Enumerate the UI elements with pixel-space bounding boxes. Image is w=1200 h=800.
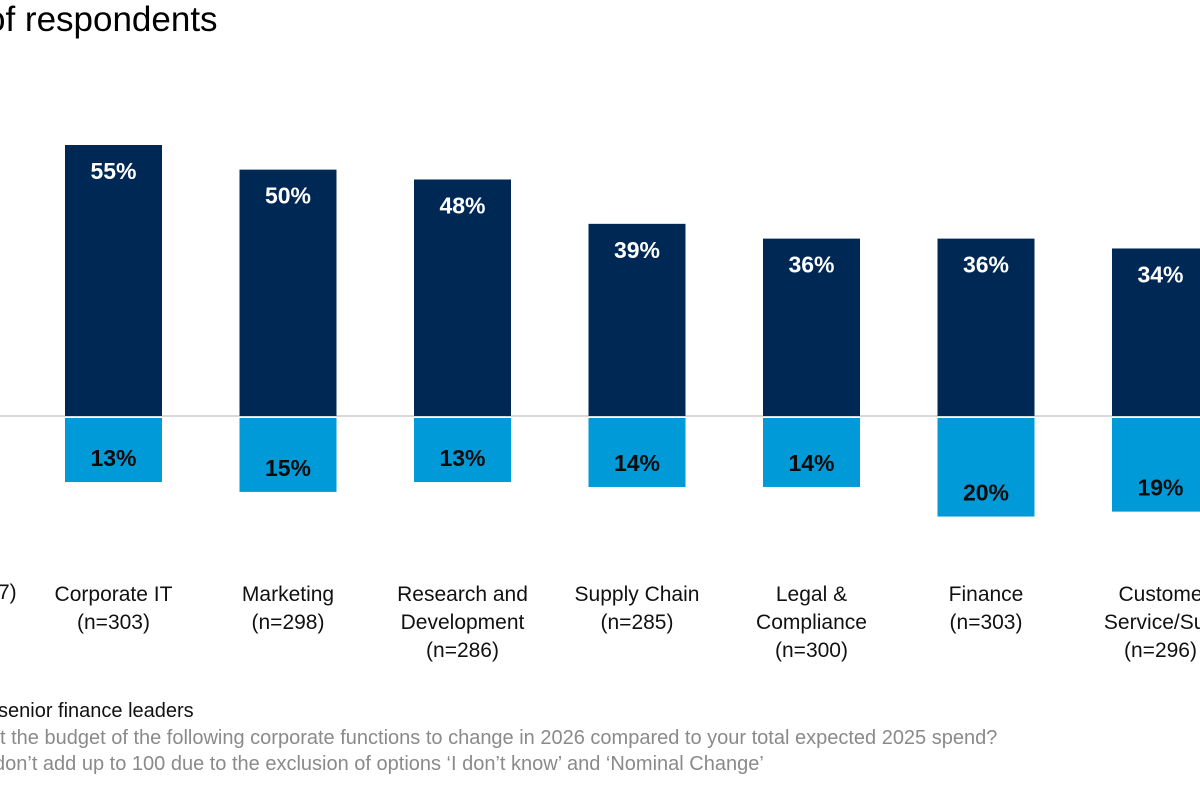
- bar-decrease: [763, 418, 860, 487]
- bar-decrease-label: 14%: [614, 450, 660, 476]
- bar-decrease-label: 20%: [963, 480, 1009, 506]
- footnote-base: senior finance leaders: [0, 700, 194, 722]
- category-label: Legal & Compliance (n=300): [756, 583, 867, 662]
- category-label: Marketing (n=298): [241, 583, 335, 634]
- bar-decrease-label: 14%: [788, 450, 834, 476]
- bar-increase: [937, 238, 1035, 416]
- category-label: Corporate IT (n=303): [54, 583, 173, 634]
- bar-increase: [239, 169, 337, 416]
- bars-group: 55% 13% 50% 15% 48% 13% 39% 14% 36% 14% 36% 20% 34% 1…: [65, 145, 1200, 517]
- bar-decrease-label: 15%: [265, 455, 311, 481]
- bar-increase: [65, 145, 162, 416]
- bar-decrease: [588, 418, 686, 487]
- bar-increase: [414, 179, 511, 416]
- bar-increase-label: 36%: [788, 252, 834, 278]
- bar-increase-label: 50%: [265, 183, 311, 209]
- bar-decrease: [239, 418, 337, 492]
- bar-increase-label: 36%: [963, 252, 1009, 278]
- bar-increase: [763, 238, 860, 416]
- bar-increase-label: 39%: [614, 237, 660, 263]
- category-label: Finance (n=303): [948, 583, 1024, 634]
- bar-increase: [1112, 248, 1200, 416]
- bar-increase: [588, 223, 686, 416]
- category-label-partial: 7): [0, 581, 17, 604]
- bar-decrease: [1112, 418, 1200, 512]
- bar-decrease: [414, 418, 511, 483]
- bar-increase-label: 48%: [439, 192, 485, 218]
- bar-decrease: [65, 418, 162, 483]
- bar-decrease-label: 13%: [439, 445, 485, 471]
- bar-chart: 55% 13% 50% 15% 48% 13% 39% 14% 36% 14% 36% 20% 34% 1…: [0, 145, 1200, 517]
- bar-increase-label: 55%: [90, 158, 136, 184]
- bar-decrease: [937, 418, 1035, 517]
- footnote-question: ct the budget of the following corporate…: [0, 727, 998, 749]
- bar-decrease-label: 13%: [90, 445, 136, 471]
- chart-title: of respondents: [0, 0, 218, 39]
- bar-increase-label: 34%: [1137, 261, 1183, 287]
- category-label: Research and Development (n=286): [397, 583, 528, 662]
- bar-decrease-label: 19%: [1137, 475, 1183, 501]
- category-label: Supply Chain (n=285): [574, 583, 700, 634]
- footnote-note: don’t add up to 100 due to the exclusion…: [0, 753, 764, 775]
